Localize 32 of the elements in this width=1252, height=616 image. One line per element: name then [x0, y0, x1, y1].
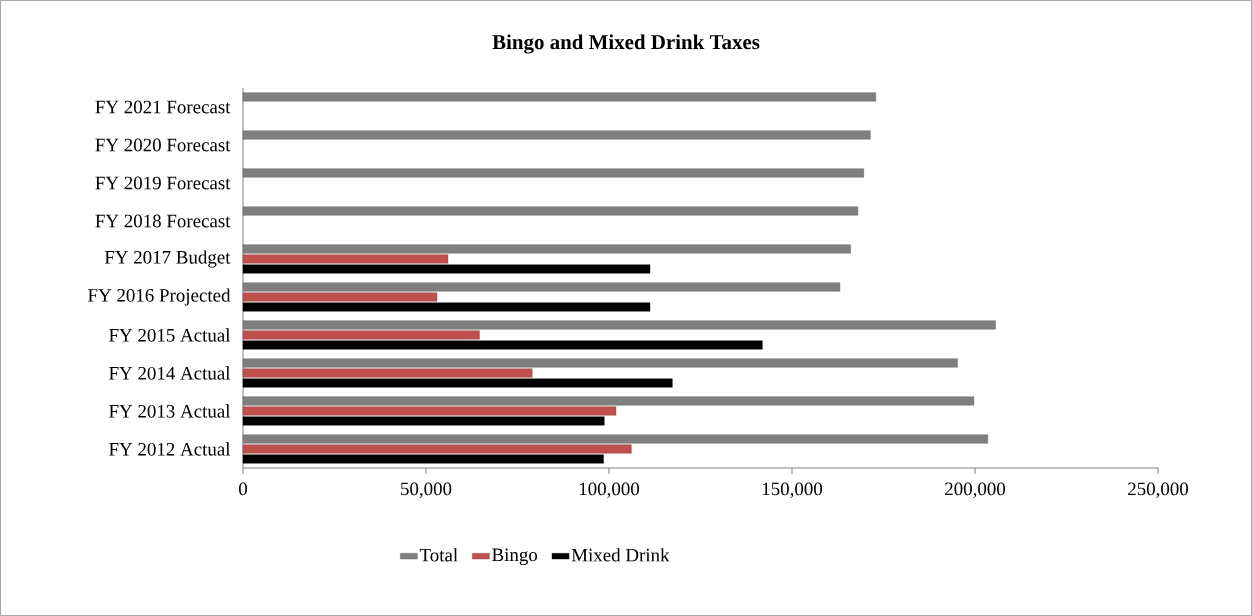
- y-tick-label: FY 2020 Forecast: [95, 138, 231, 152]
- legend-label: Total: [419, 548, 458, 562]
- y-tick-label: FY 2016 Projected: [88, 288, 231, 306]
- bar: [242, 302, 651, 312]
- bar: [242, 444, 632, 454]
- bar: [242, 340, 763, 350]
- y-tick-label: FY 2015 Actual: [109, 328, 231, 342]
- bar: [242, 406, 617, 416]
- chart-title: Bingo and Mixed Drink Taxes: [492, 34, 760, 54]
- bar: [242, 368, 533, 378]
- y-tick-label: FY 2018 Forecast: [95, 214, 231, 228]
- y-tick-label: FY 2014 Actual: [109, 366, 231, 380]
- legend-label: Bingo: [492, 548, 538, 566]
- y-tick-label: FY 2021 Forecast: [95, 100, 231, 114]
- bar: [242, 254, 449, 264]
- x-tick-label: 200,000: [945, 482, 1006, 498]
- bar: [242, 416, 605, 426]
- bar: [242, 378, 673, 388]
- bar: [242, 454, 604, 464]
- bar: [242, 264, 651, 274]
- y-tick-label: FY 2019 Forecast: [95, 176, 231, 190]
- y-tick-label: FY 2017 Budget: [104, 250, 231, 268]
- legend-label: Mixed Drink: [571, 548, 670, 562]
- y-tick-label: FY 2012 Actual: [109, 442, 231, 456]
- x-tick-label: 0: [238, 482, 248, 496]
- x-tick-label: 100,000: [579, 482, 640, 498]
- x-tick-label: 250,000: [1128, 482, 1189, 498]
- bar: [242, 292, 438, 302]
- y-tick-label: FY 2013 Actual: [109, 404, 231, 418]
- bar: [242, 330, 480, 340]
- x-tick-label: 150,000: [762, 482, 823, 498]
- x-tick-label: 50,000: [401, 482, 452, 498]
